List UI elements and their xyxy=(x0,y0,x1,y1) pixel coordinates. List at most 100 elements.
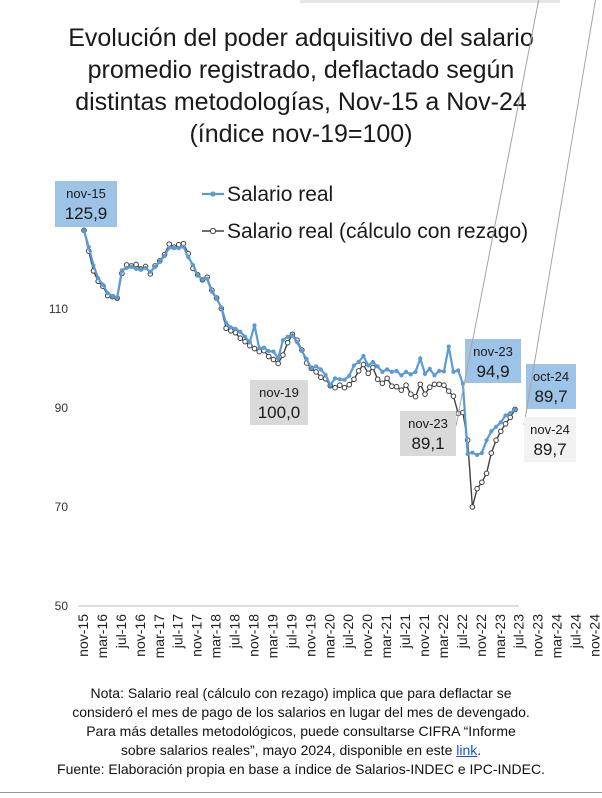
point-salario-real xyxy=(186,254,191,260)
report-link[interactable]: link xyxy=(456,742,478,758)
point-salario-real xyxy=(465,451,470,457)
x-tick-label: nov-24 xyxy=(587,614,602,657)
point-salario-real xyxy=(81,228,87,233)
x-tick-label: nov-23 xyxy=(530,614,546,657)
point-rezago xyxy=(379,380,386,387)
point-salario-real xyxy=(408,372,413,377)
point-rezago xyxy=(469,504,476,510)
point-salario-real xyxy=(295,340,300,345)
x-tick-label: mar-23 xyxy=(492,614,508,659)
data-label-real-oct-24-period: oct-24 xyxy=(533,369,569,384)
x-tick-label: nov-21 xyxy=(416,614,432,657)
point-salario-real xyxy=(498,420,503,425)
x-tick-label: mar-19 xyxy=(264,614,280,659)
data-label-real-oct-24-value: 89,7 xyxy=(534,387,567,406)
point-rezago xyxy=(242,338,248,345)
point-salario-real xyxy=(181,244,186,249)
point-salario-real xyxy=(171,246,177,251)
point-salario-real xyxy=(219,305,224,310)
point-rezago xyxy=(374,376,381,383)
x-tick-label: mar-17 xyxy=(151,614,167,659)
point-rezago xyxy=(346,381,353,388)
point-rezago xyxy=(280,352,286,358)
point-salario-real xyxy=(86,245,91,250)
point-rezago xyxy=(251,345,258,352)
point-salario-real xyxy=(309,366,314,371)
point-rezago xyxy=(431,381,438,388)
point-salario-real xyxy=(508,410,513,416)
data-label-rezago-nov-19-box xyxy=(250,380,308,425)
data-label-rezago-nov-23-box xyxy=(400,411,456,456)
point-rezago xyxy=(479,479,485,486)
data-label-rezago-nov-24-period: nov-24 xyxy=(530,422,570,437)
point-salario-real xyxy=(418,356,423,361)
point-salario-real xyxy=(133,266,139,272)
point-salario-real xyxy=(152,264,158,270)
point-rezago xyxy=(417,381,424,388)
point-salario-real xyxy=(470,450,475,455)
title-line-2: promedio registrado, deflactado según xyxy=(87,56,515,84)
x-tick-label: nov-16 xyxy=(132,614,148,657)
point-salario-real xyxy=(110,294,115,299)
x-tick-label: nov-17 xyxy=(189,614,205,657)
point-salario-real xyxy=(285,334,290,339)
data-label-rezago-nov-24-box xyxy=(524,417,576,462)
point-salario-real xyxy=(446,344,451,349)
source-line: Fuente: Elaboración propia en base a índ… xyxy=(57,761,545,777)
data-label-rezago-nov-23-value: 89,1 xyxy=(411,434,444,453)
point-salario-real xyxy=(347,373,352,378)
point-salario-real xyxy=(209,289,214,294)
data-label-real-nov-23-value: 94,9 xyxy=(476,362,509,381)
x-tick-label: jul-18 xyxy=(227,614,243,649)
x-tick-label: jul-17 xyxy=(170,614,186,649)
point-rezago xyxy=(403,382,409,389)
point-salario-real xyxy=(475,452,480,458)
point-rezago xyxy=(365,370,371,377)
point-rezago xyxy=(336,382,343,389)
x-tick-label: nov-15 xyxy=(75,614,91,657)
x-tick-label: mar-18 xyxy=(208,614,224,659)
point-salario-real xyxy=(276,356,281,361)
point-rezago xyxy=(232,329,239,336)
x-tick-label: mar-22 xyxy=(435,614,451,659)
data-label-real-nov-23-period: nov-23 xyxy=(473,344,513,359)
point-salario-real xyxy=(403,369,409,374)
point-salario-real xyxy=(413,369,418,374)
point-rezago xyxy=(275,360,281,367)
point-salario-real xyxy=(380,369,385,374)
x-tick-label: jul-16 xyxy=(113,614,129,649)
point-salario-real xyxy=(399,373,404,378)
point-salario-real xyxy=(190,262,196,268)
point-salario-real xyxy=(361,353,366,359)
data-label-real-nov-15-box xyxy=(55,181,117,227)
point-rezago xyxy=(450,393,457,399)
x-tick-label: jul-24 xyxy=(568,614,584,649)
title-line-1: Evolución del poder adquisitivo del sala… xyxy=(68,24,534,52)
y-tick-label: 50 xyxy=(55,599,69,613)
point-rezago xyxy=(412,393,419,400)
point-salario-real xyxy=(441,369,447,374)
note-line-4-text: sobre salarios reales”, mayo 2024, dispo… xyxy=(120,742,457,758)
data-label-rezago-nov-23-period: nov-23 xyxy=(408,416,448,431)
point-salario-real xyxy=(223,320,229,325)
data-label-rezago-nov-19-value: 100,0 xyxy=(258,403,301,422)
point-salario-real xyxy=(484,438,489,443)
x-tick-label: mar-21 xyxy=(378,614,394,659)
point-rezago xyxy=(318,374,324,381)
point-rezago xyxy=(493,437,499,443)
point-rezago xyxy=(360,361,367,368)
point-salario-real xyxy=(233,326,238,331)
data-label-rezago-nov-24-leader xyxy=(523,0,597,426)
point-salario-real xyxy=(176,246,181,251)
point-salario-real xyxy=(100,282,106,287)
point-rezago xyxy=(408,391,414,397)
point-rezago xyxy=(426,384,433,391)
chart-note: Nota: Salario real (cálculo con rezago) … xyxy=(0,684,602,779)
point-salario-real xyxy=(332,376,338,381)
point-salario-real xyxy=(124,265,129,271)
point-salario-real xyxy=(238,329,243,334)
x-tick-label: nov-18 xyxy=(246,614,262,657)
point-salario-real xyxy=(280,338,286,343)
point-salario-real xyxy=(370,359,376,365)
